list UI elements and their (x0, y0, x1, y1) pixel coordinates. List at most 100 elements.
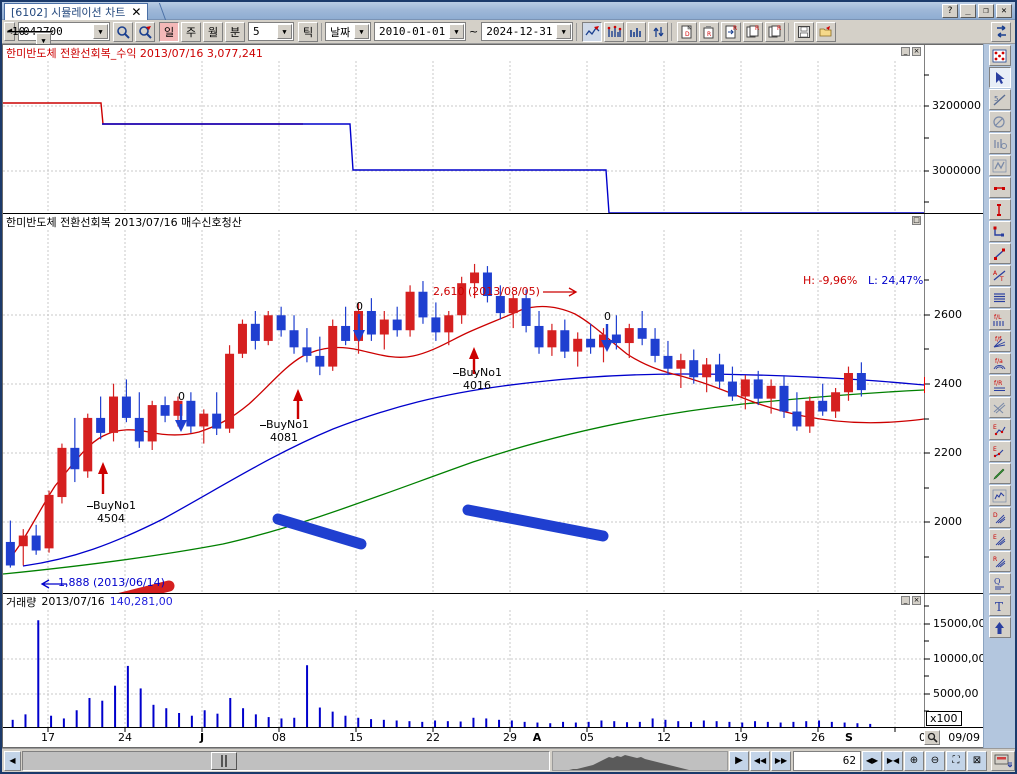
search-icon[interactable] (113, 21, 133, 42)
register-all-icon[interactable]: R (743, 21, 764, 42)
magnifier-icon[interactable] (924, 730, 940, 745)
chevron-down-icon[interactable]: ▼ (556, 24, 572, 39)
tick-button[interactable]: 틱 (298, 21, 318, 42)
vertical-line-icon[interactable] (988, 199, 1011, 220)
date-mode-select[interactable]: 날짜 ▼ (325, 22, 371, 41)
volume-bars-icon[interactable] (626, 21, 647, 42)
volume-panel-date: 2013/07/16 (41, 595, 105, 608)
trend-line-icon[interactable] (988, 243, 1011, 264)
period-week-button[interactable]: 주 (181, 21, 201, 42)
zigzag-icon[interactable] (988, 155, 1011, 176)
expand-bars-button[interactable]: ◀▶ (862, 750, 882, 771)
profit-axis-tick-3000000: 3000000 (932, 164, 981, 177)
profit-panel-close[interactable]: × (912, 47, 921, 56)
minute-interval-value: 5 (253, 25, 260, 38)
hatch-e-icon[interactable]: E (988, 529, 1011, 550)
fib-arc-icon[interactable]: f/a (988, 353, 1011, 374)
chevron-down-icon[interactable]: ▼ (449, 24, 464, 39)
fit-chart-button[interactable]: ⛶ (946, 750, 966, 771)
minute-interval-select[interactable]: 5 ▼ (248, 22, 294, 41)
profit-panel[interactable]: 한미반도체 전환선회복_수익 2013/07/16 3,077,241 _ × (3, 45, 984, 213)
price-panel-restore[interactable]: □ (912, 216, 921, 225)
chart-area[interactable]: 한미반도체 전환선회복_수익 2013/07/16 3,077,241 _ × (2, 44, 985, 748)
date-from-input[interactable]: 2010-01-01 ▼ (374, 22, 466, 41)
price-panel[interactable]: 한미반도체 전환선회복 2013/07/16 매수신호청산 □ H: -9,96… (3, 214, 984, 593)
rewind-button[interactable]: ◀◀ (750, 750, 770, 771)
tab-close-icon[interactable]: ✕ (131, 5, 142, 19)
fib-fan-icon[interactable]: f/f (988, 331, 1011, 352)
scrollbar-thumb[interactable] (211, 751, 237, 770)
arrow-up-icon[interactable] (988, 617, 1011, 638)
register-page-icon[interactable]: R (721, 21, 742, 42)
refresh-sync-icon[interactable] (991, 21, 1011, 42)
quote-icon[interactable]: Q (988, 573, 1011, 594)
period-month-button[interactable]: 월 (203, 21, 223, 42)
x-axis[interactable]: 17 24 J 08 15 22 29 A 05 12 19 26 S 09 0… (3, 727, 984, 747)
hatch-r-icon[interactable]: R (988, 551, 1011, 572)
main-toolbar: ◀ 042700 ▼ 일 주 월 분 5 ▼ 틱 10 ▼ 날짜 ▼ (2, 20, 1015, 48)
step-line-icon[interactable] (988, 221, 1011, 242)
period-day-button[interactable]: 일 (159, 21, 179, 42)
volume-overview-histogram[interactable] (552, 750, 728, 771)
horizontal-scrollbar[interactable] (22, 750, 550, 771)
help-button[interactable]: ? (942, 4, 958, 18)
collapse-bars-button[interactable]: ▶◀ (883, 750, 903, 771)
volume-panel-close[interactable]: × (912, 596, 921, 605)
date-to-input[interactable]: 2024-12-31 ▼ (481, 22, 574, 41)
text-tool-icon[interactable]: T (988, 595, 1011, 616)
chevron-down-icon[interactable]: ▼ (277, 24, 292, 39)
zoom-out-button[interactable]: ⊖ (925, 750, 945, 771)
zoom-in-button[interactable]: ⊕ (904, 750, 924, 771)
profit-panel-minimize[interactable]: _ (901, 47, 910, 56)
volume-panel-value: 140,281,00 (109, 595, 173, 608)
edit-bars-icon[interactable] (988, 133, 1011, 154)
price-chart-svg (3, 230, 924, 593)
volume-panel-minimize[interactable]: _ (901, 596, 910, 605)
updown-arrows-icon[interactable] (648, 21, 669, 42)
period-minute-button[interactable]: 분 (225, 21, 245, 42)
new-page-icon[interactable]: D (677, 21, 698, 42)
cursor-cross-icon[interactable] (988, 45, 1011, 66)
search-delete-icon[interactable] (135, 21, 155, 42)
svg-text:R: R (755, 25, 759, 32)
indicator-bars-icon[interactable] (604, 21, 625, 42)
volume-panel[interactable]: 거래량 2013/07/16 140,281,00 _ × (3, 594, 984, 728)
cut-line-icon[interactable]: 5 (988, 89, 1011, 110)
chart-pattern-icon[interactable] (988, 485, 1011, 506)
resize-grip-icon[interactable] (991, 750, 1015, 771)
close-button[interactable]: ✕ (996, 4, 1012, 18)
play-button[interactable]: ▶ (729, 750, 749, 771)
elliott-point-icon[interactable]: E (988, 441, 1011, 462)
fib-retrace-icon[interactable]: f/R (988, 375, 1011, 396)
hatch-d-icon[interactable]: D (988, 507, 1011, 528)
price-low-percent: L: 24,47% (868, 274, 924, 287)
minimize-button[interactable]: _ (960, 4, 976, 18)
pencil-icon[interactable] (988, 463, 1011, 484)
copy-page-icon[interactable]: R (765, 21, 786, 42)
pointer-arrow-icon[interactable] (988, 67, 1011, 88)
maximize-button[interactable]: ❐ (978, 4, 994, 18)
fib-lines-icon[interactable]: f/L (988, 309, 1011, 330)
save-icon[interactable] (794, 21, 815, 42)
date-from-value: 2010-01-01 (379, 25, 446, 38)
profit-chart-svg (3, 61, 924, 213)
cross-lines-icon[interactable] (988, 397, 1011, 418)
chevron-down-icon[interactable]: ▼ (354, 24, 369, 39)
reset-chart-button[interactable]: ⊠ (967, 750, 987, 771)
elliott-wave-icon[interactable]: E (988, 419, 1011, 440)
delete-page-icon[interactable]: R (699, 21, 720, 42)
open-folder-icon[interactable] (816, 21, 837, 42)
statusbar-collapse-button[interactable]: ◀ (4, 750, 21, 771)
window-tab[interactable]: [6102] 시뮬레이션 차트 ✕ (4, 3, 149, 20)
forward-button[interactable]: ▶▶ (771, 750, 791, 771)
chevron-down-icon[interactable]: ▼ (93, 24, 108, 39)
price-axis-tick-2400: 2400 (934, 377, 962, 390)
edit-shape-icon[interactable] (988, 111, 1011, 132)
parallel-lines-icon[interactable] (988, 287, 1011, 308)
bar-count-input[interactable]: 62 (793, 750, 861, 771)
signal-line-icon[interactable] (582, 21, 603, 42)
horizontal-line-icon[interactable] (988, 177, 1011, 198)
tick-interval-select[interactable]: 10 ▼ (7, 25, 53, 48)
